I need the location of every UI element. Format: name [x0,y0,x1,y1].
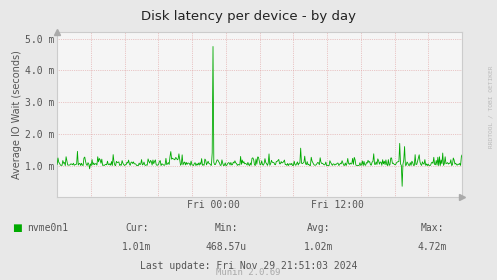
Text: ■: ■ [12,223,22,233]
Text: Avg:: Avg: [306,223,330,233]
Text: 1.01m: 1.01m [122,242,152,252]
Text: Disk latency per device - by day: Disk latency per device - by day [141,10,356,23]
Y-axis label: Average IO Wait (seconds): Average IO Wait (seconds) [12,50,22,179]
Text: 1.02m: 1.02m [303,242,333,252]
Text: 468.57u: 468.57u [206,242,247,252]
Text: Last update: Fri Nov 29 21:51:03 2024: Last update: Fri Nov 29 21:51:03 2024 [140,261,357,271]
Text: Min:: Min: [214,223,238,233]
Text: RRDTOOL / TOBI OETIKER: RRDTOOL / TOBI OETIKER [489,65,494,148]
Text: Cur:: Cur: [125,223,149,233]
Text: Munin 2.0.69: Munin 2.0.69 [216,268,281,277]
Text: Max:: Max: [420,223,444,233]
Text: 4.72m: 4.72m [417,242,447,252]
Text: nvme0n1: nvme0n1 [27,223,69,233]
